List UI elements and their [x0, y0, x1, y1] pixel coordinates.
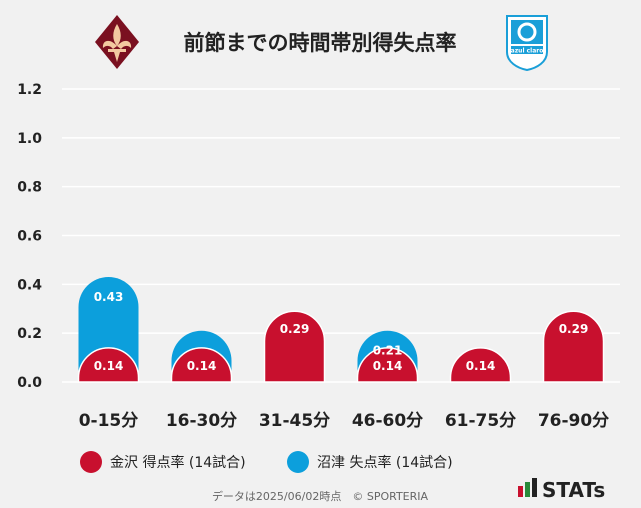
left-club-logo [95, 15, 139, 69]
right-club-logo: azul claro [506, 15, 548, 72]
bar-kanazawa-0-15分 [77, 347, 140, 383]
fleur-de-lis-crest-icon [95, 15, 139, 69]
grid [62, 88, 620, 383]
bar-kanazawa-46-60分 [356, 347, 419, 383]
legend-swatch-numazu [287, 451, 309, 473]
emblem-text: azul claro [511, 48, 544, 55]
x-axis-ticks: 0-15分 16-30分 31-45分 46-60分 61-75分 76-90分 [79, 411, 609, 431]
value-label-kanazawa: 0.14 [187, 359, 217, 373]
bars: 0.140.430.140.290.140.210.140.29 [77, 277, 605, 383]
bar-kanazawa-76-90分 [542, 310, 605, 383]
y-tick-label: 0.6 [17, 229, 42, 245]
legend-label-kanazawa: 金沢 得点率 (14試合) [110, 454, 246, 471]
value-label-kanazawa: 0.29 [559, 322, 589, 336]
y-tick-label: 0.8 [17, 180, 42, 196]
y-tick-label: 0.0 [17, 375, 42, 391]
y-axis-ticks: 0.0 0.2 0.4 0.6 0.8 1.0 1.2 [17, 82, 42, 391]
bar-kanazawa-61-75分 [449, 347, 512, 383]
x-tick-label: 0-15分 [79, 411, 139, 431]
y-tick-label: 1.2 [17, 82, 42, 98]
y-tick-label: 0.2 [17, 326, 42, 342]
chart-title: 前節までの時間帯別得失点率 [184, 31, 457, 55]
bar-kanazawa-31-45分 [263, 310, 326, 383]
legend: 金沢 得点率 (14試合) 沼津 失点率 (14試合) [80, 451, 453, 473]
x-tick-label: 76-90分 [538, 411, 609, 431]
club-emblem-icon: azul claro [506, 15, 548, 72]
value-label-kanazawa: 0.14 [373, 359, 403, 373]
value-label-kanazawa: 0.14 [94, 359, 124, 373]
stats-bars-icon [518, 478, 537, 497]
x-tick-label: 31-45分 [259, 411, 330, 431]
value-label-kanazawa: 0.29 [280, 322, 310, 336]
x-tick-label: 46-60分 [352, 411, 423, 431]
x-tick-label: 61-75分 [445, 411, 516, 431]
bar-kanazawa-16-30分 [170, 347, 233, 383]
x-tick-label: 16-30分 [166, 411, 237, 431]
value-label-kanazawa: 0.14 [466, 359, 496, 373]
value-label-numazu: 0.43 [94, 290, 124, 304]
value-label-numazu: 0.21 [373, 344, 403, 358]
stats-logo: STATs [518, 478, 605, 502]
legend-label-numazu: 沼津 失点率 (14試合) [317, 454, 453, 471]
y-tick-label: 0.4 [17, 277, 42, 293]
stats-wordmark: STATs [542, 478, 605, 502]
footer-note: データは2025/06/02時点 © SPORTERIA [212, 489, 429, 503]
legend-swatch-kanazawa [80, 451, 102, 473]
y-tick-label: 1.0 [17, 131, 42, 147]
